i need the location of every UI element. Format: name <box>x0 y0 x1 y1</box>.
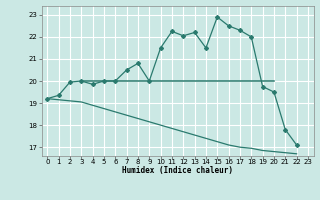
X-axis label: Humidex (Indice chaleur): Humidex (Indice chaleur) <box>122 166 233 175</box>
